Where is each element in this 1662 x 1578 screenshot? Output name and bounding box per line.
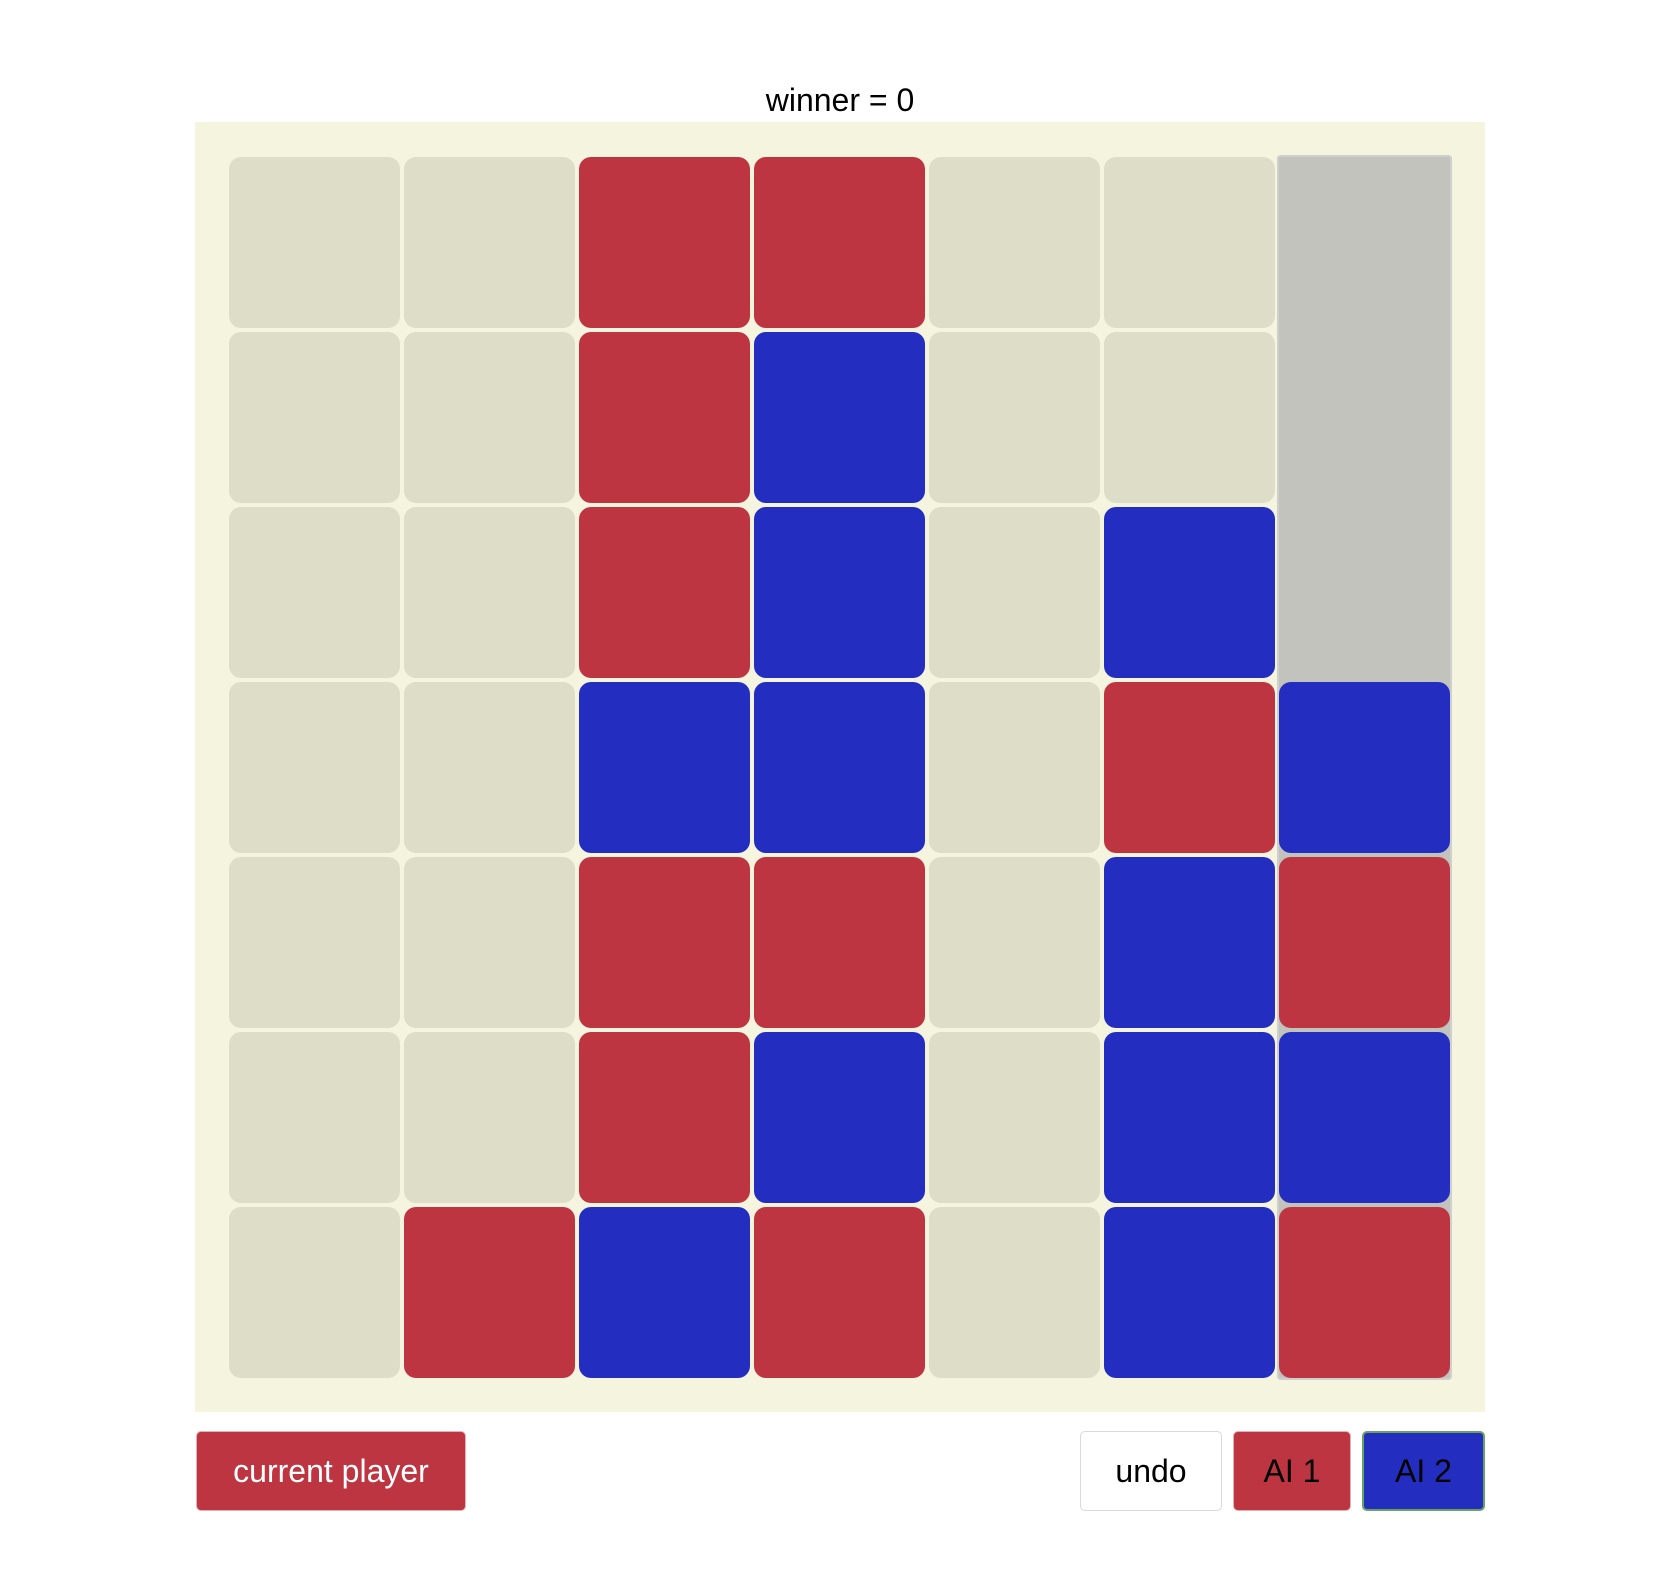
blue-piece[interactable]	[1104, 1032, 1275, 1203]
empty-slot[interactable]	[404, 507, 575, 678]
red-piece[interactable]	[754, 157, 925, 328]
board-column-2[interactable]	[402, 155, 577, 1380]
red-piece[interactable]	[1279, 857, 1450, 1028]
blue-piece[interactable]	[1104, 857, 1275, 1028]
red-piece[interactable]	[754, 857, 925, 1028]
ai-2-button[interactable]: AI 2	[1362, 1431, 1485, 1511]
red-piece[interactable]	[404, 1207, 575, 1378]
empty-slot[interactable]	[404, 682, 575, 853]
red-piece[interactable]	[754, 1207, 925, 1378]
empty-slot[interactable]	[1279, 157, 1450, 328]
empty-slot[interactable]	[929, 682, 1100, 853]
empty-slot[interactable]	[229, 332, 400, 503]
ai-1-button[interactable]: AI 1	[1233, 1431, 1351, 1511]
empty-slot[interactable]	[929, 157, 1100, 328]
board-column-5[interactable]	[927, 155, 1102, 1380]
empty-slot[interactable]	[1279, 507, 1450, 678]
empty-slot[interactable]	[404, 332, 575, 503]
blue-piece[interactable]	[754, 332, 925, 503]
empty-slot[interactable]	[229, 857, 400, 1028]
empty-slot[interactable]	[1104, 332, 1275, 503]
board-column-6[interactable]	[1102, 155, 1277, 1380]
blue-piece[interactable]	[1104, 1207, 1275, 1378]
blue-piece[interactable]	[579, 682, 750, 853]
current-player-button[interactable]: current player	[196, 1431, 466, 1511]
red-piece[interactable]	[579, 332, 750, 503]
undo-button[interactable]: undo	[1080, 1431, 1222, 1511]
empty-slot[interactable]	[929, 507, 1100, 678]
empty-slot[interactable]	[229, 507, 400, 678]
red-piece[interactable]	[1279, 1207, 1450, 1378]
empty-slot[interactable]	[229, 157, 400, 328]
empty-slot[interactable]	[229, 682, 400, 853]
blue-piece[interactable]	[754, 682, 925, 853]
winner-status: winner = 0	[765, 82, 915, 118]
red-piece[interactable]	[579, 1032, 750, 1203]
red-piece[interactable]	[579, 157, 750, 328]
empty-slot[interactable]	[229, 1032, 400, 1203]
empty-slot[interactable]	[929, 1032, 1100, 1203]
empty-slot[interactable]	[929, 1207, 1100, 1378]
blue-piece[interactable]	[1279, 1032, 1450, 1203]
blue-piece[interactable]	[754, 1032, 925, 1203]
board-grid	[227, 155, 1452, 1380]
blue-piece[interactable]	[1104, 507, 1275, 678]
empty-slot[interactable]	[404, 857, 575, 1028]
red-piece[interactable]	[579, 857, 750, 1028]
game-board	[195, 122, 1485, 1412]
empty-slot[interactable]	[404, 157, 575, 328]
empty-slot[interactable]	[1104, 157, 1275, 328]
red-piece[interactable]	[579, 507, 750, 678]
empty-slot[interactable]	[404, 1032, 575, 1203]
empty-slot[interactable]	[929, 857, 1100, 1028]
board-column-4[interactable]	[752, 155, 927, 1380]
board-column-3[interactable]	[577, 155, 752, 1380]
board-column-1[interactable]	[227, 155, 402, 1380]
empty-slot[interactable]	[1279, 332, 1450, 503]
blue-piece[interactable]	[754, 507, 925, 678]
red-piece[interactable]	[1104, 682, 1275, 853]
blue-piece[interactable]	[579, 1207, 750, 1378]
empty-slot[interactable]	[929, 332, 1100, 503]
board-column-7[interactable]	[1277, 155, 1452, 1380]
empty-slot[interactable]	[229, 1207, 400, 1378]
blue-piece[interactable]	[1279, 682, 1450, 853]
